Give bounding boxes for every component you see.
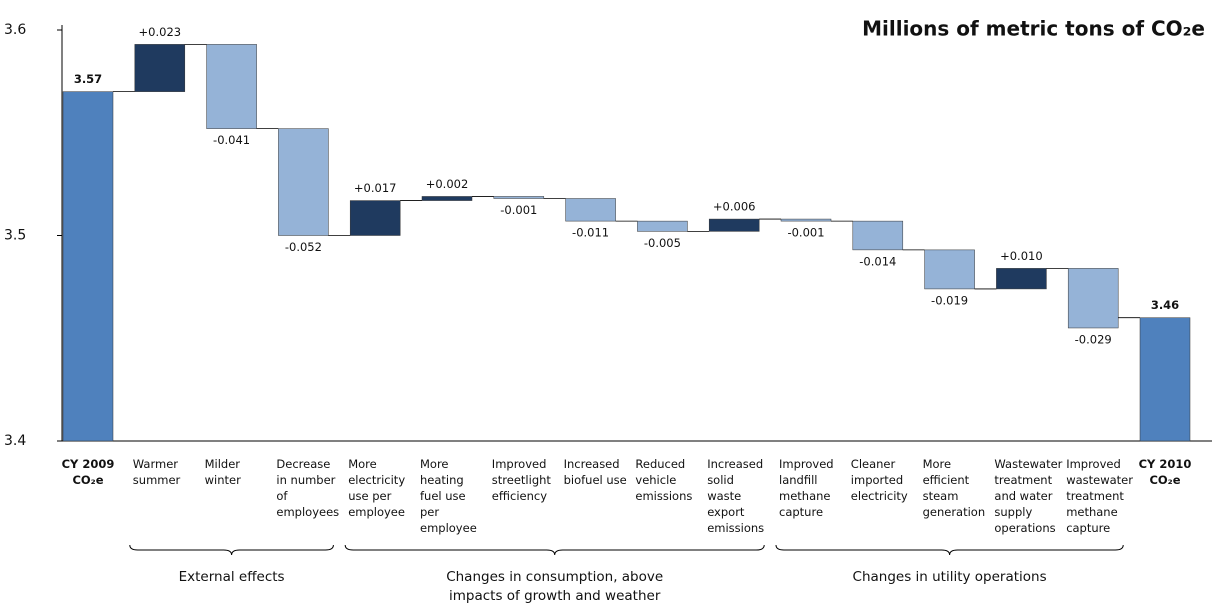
x-tick-label: Decrease in number of employees (276, 457, 340, 519)
x-tick-label: More electricity use per employee (348, 457, 406, 519)
x-tick-label: Cleaner imported electricity (850, 457, 908, 503)
bar (780, 218, 832, 222)
group-label: Changes in utility operations (852, 569, 1047, 585)
value-label: 3.46 (1151, 298, 1179, 312)
value-label: -0.011 (572, 226, 609, 240)
x-tick-label: CY 2010 CO₂e (1138, 457, 1192, 487)
y-tick-label: 3.4 (4, 433, 26, 449)
chart-title: Millions of metric tons of CO₂e (862, 17, 1205, 41)
bar (134, 44, 186, 92)
bar (62, 91, 114, 442)
value-label: -0.001 (787, 226, 824, 240)
x-tick-label: Improved streetlight efficiency (491, 457, 551, 503)
x-tick-label: Improved landfill methane capture (779, 457, 834, 519)
group-label: Changes in consumption, above impacts of… (446, 569, 664, 604)
y-tick-label: 3.6 (4, 22, 26, 38)
value-label: -0.052 (285, 240, 322, 254)
x-tick-label: Wastewater treatment and water supply op… (994, 457, 1063, 535)
x-tick-label: Milder winter (204, 457, 241, 487)
value-label: -0.001 (500, 203, 537, 217)
value-label: -0.005 (644, 236, 681, 250)
x-tick-label: CY 2009 CO₂e (61, 457, 115, 487)
brace (129, 544, 334, 556)
bar (637, 220, 688, 232)
bar (421, 196, 473, 201)
value-label: -0.029 (1075, 332, 1112, 346)
bar (349, 200, 401, 236)
bar (1139, 317, 1191, 442)
value-label: +0.010 (1000, 249, 1043, 263)
value-label: +0.023 (139, 25, 182, 39)
bar (708, 218, 760, 232)
bar (924, 249, 975, 290)
x-tick-label: Improved wastewater treatment methane ca… (1066, 457, 1133, 535)
brace (344, 544, 765, 556)
bar (565, 198, 616, 222)
bar (493, 196, 545, 199)
bar (852, 220, 904, 251)
bar (278, 128, 329, 236)
value-label: -0.041 (213, 133, 250, 147)
x-tick-label: Warmer summer (132, 457, 181, 487)
value-label: +0.017 (354, 181, 397, 195)
x-tick-label: More efficient steam generation (922, 457, 986, 519)
bar (206, 44, 257, 129)
value-label: -0.014 (859, 254, 896, 268)
value-label: +0.006 (713, 200, 756, 214)
x-tick-label: More heating fuel use per employee (420, 457, 477, 535)
value-label: +0.002 (426, 177, 469, 191)
bar (1067, 268, 1119, 329)
group-label: External effects (178, 569, 285, 585)
value-label: 3.57 (74, 72, 102, 86)
brace (775, 544, 1124, 556)
bar (996, 268, 1047, 290)
x-tick-label: Increased solid waste export emissions (707, 457, 765, 535)
value-label: -0.019 (931, 293, 968, 307)
y-tick-label: 3.5 (4, 228, 26, 244)
x-tick-label: Increased biofuel use (563, 457, 627, 487)
x-tick-label: Reduced vehicle emissions (635, 457, 693, 503)
